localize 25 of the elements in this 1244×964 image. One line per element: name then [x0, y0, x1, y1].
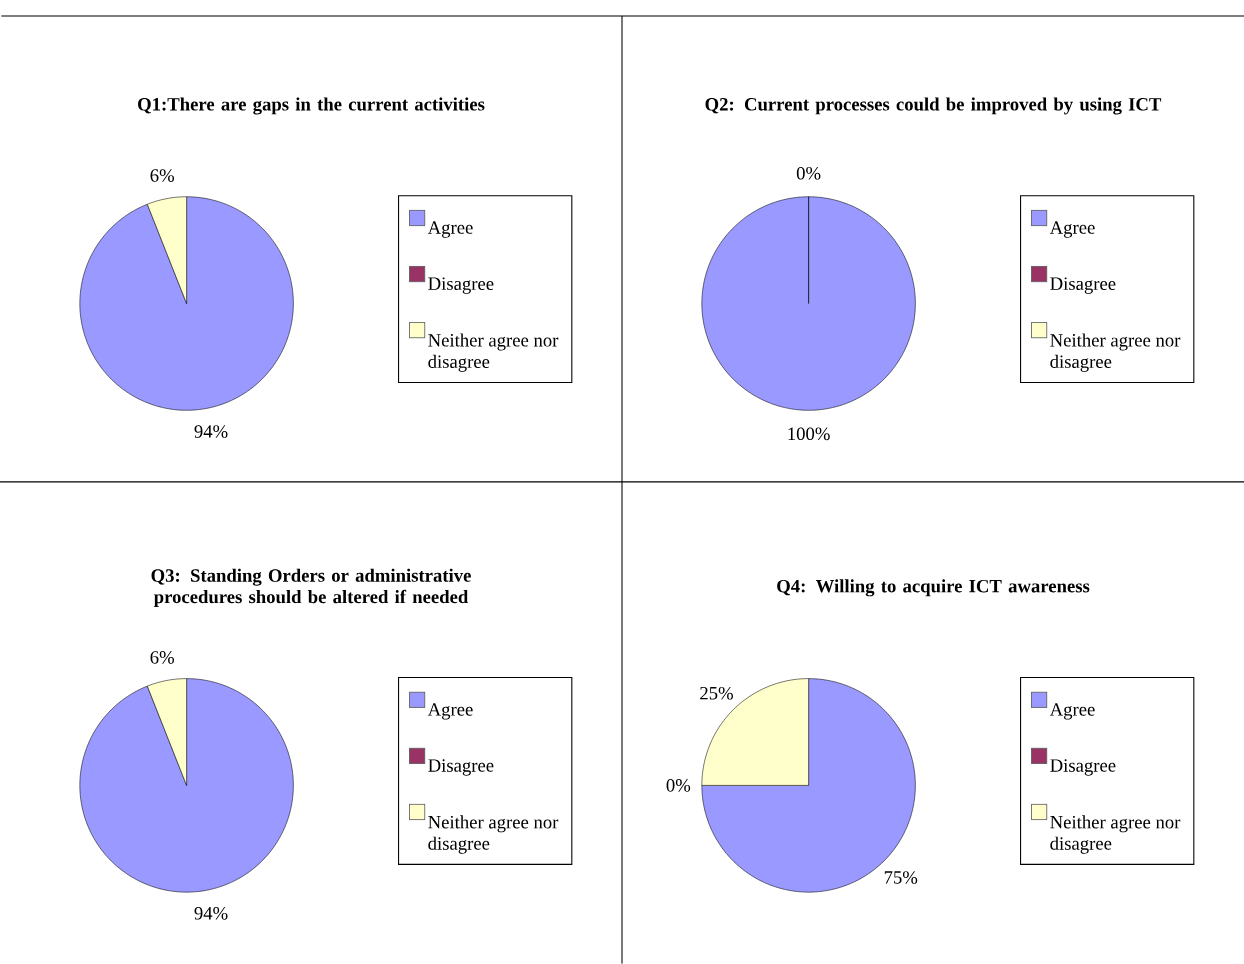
legend-label: Disagree: [1050, 759, 1116, 776]
legend-label: Agree: [1049, 703, 1095, 720]
data-label: 94%: [194, 425, 228, 438]
data-label: 100%: [788, 427, 830, 441]
chart-title: Q4: Willing to acquire ICT awareness: [777, 579, 1090, 597]
legend-label: Neither agree nor disagree: [428, 333, 559, 372]
data-label: 6%: [150, 651, 175, 664]
data-label: 75%: [884, 871, 918, 884]
legend-label: Neither agree nor disagree: [1050, 333, 1181, 372]
chart-title: Q1:There are gaps in the current activities: [138, 97, 485, 115]
text: 0%: [666, 779, 691, 792]
text: 0%: [796, 167, 821, 180]
legend-label: Agree: [427, 221, 473, 238]
legend-label: Agree: [427, 703, 473, 720]
chart-title: Q2: Current processes could be improved by using ICT: [705, 97, 1162, 115]
legend-label: Disagree: [428, 759, 494, 776]
legend-label: Disagree: [428, 277, 494, 294]
legend-label: Neither agree nor disagree: [428, 815, 559, 854]
legend-label: Agree: [1049, 221, 1095, 238]
legend-label: Disagree: [1050, 277, 1116, 294]
data-label: 6%: [150, 169, 175, 183]
chart-title: Q3: Standing Orders or administrative procedures should be altered if needed: [151, 568, 471, 608]
data-label: 94%: [194, 907, 228, 920]
legend-label: Neither agree nor disagree: [1050, 815, 1181, 854]
data-label: 25%: [700, 687, 733, 700]
